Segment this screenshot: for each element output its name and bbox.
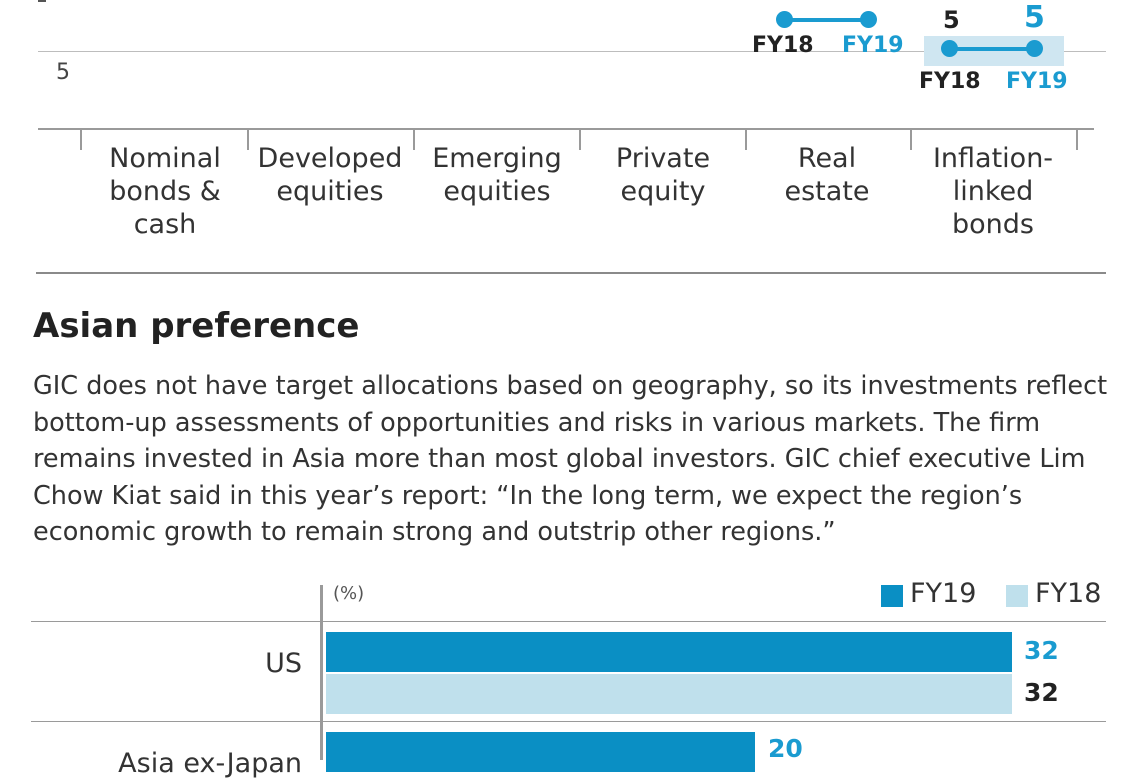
real-estate-fy18-dot [776,11,793,28]
value-label-asia-ex-japan-fy19: 20 [768,734,803,763]
category-label: Inflation- linked bonds [932,143,1054,240]
category-label: Private equity [615,143,711,207]
legend-swatch-fy18 [1006,585,1028,607]
category-label: Emerging equities [432,143,562,207]
bar-us-fy18 [326,674,1012,714]
inflation-fy19-label: FY19 [1006,69,1068,94]
bar-chart-axis [320,585,323,760]
x-tick-6 [1076,128,1078,150]
value-label-us-fy18: 32 [1024,678,1059,707]
x-tick-1 [247,128,249,150]
section-body: GIC does not have target allocations bas… [33,371,1108,547]
unit-label: (%) [333,583,365,604]
x-tick-2 [413,128,415,150]
real-estate-fy18-label: FY18 [752,33,814,58]
value-label-us-fy19: 32 [1024,636,1059,665]
category-label-us: US [265,648,302,679]
gridline-5 [38,51,1106,52]
y-tick-5: 5 [56,60,70,85]
inflation-fy18-dot [941,40,958,57]
category-label: Developed equities [257,143,403,207]
x-tick-0 [80,128,82,150]
inflation-fy18-label: FY18 [919,69,981,94]
real-estate-fy19-dot [860,11,877,28]
inflation-fy19-dot [1026,40,1043,57]
x-tick-5 [910,128,912,150]
y-axis-top-mark [38,0,46,2]
legend-label-fy18: FY18 [1035,578,1102,609]
section-divider [36,272,1106,274]
inflation-fy19-value: 5 [1024,0,1045,35]
row-divider [31,621,1106,622]
bar-us-fy19 [326,632,1012,672]
bar-asia-ex-japan-fy19 [326,732,755,772]
category-label-asia-ex-japan: Asia ex-Japan [118,748,302,779]
inflation-dumbbell-line [949,47,1035,51]
category-label: Nominal bonds & cash [109,143,221,240]
x-tick-3 [579,128,581,150]
x-axis-line [38,128,1094,130]
real-estate-fy19-label: FY19 [842,33,904,58]
section-title: Asian preference [33,306,360,346]
x-tick-4 [745,128,747,150]
legend-label-fy19: FY19 [910,578,977,609]
category-label: Real estate [784,143,870,207]
real-estate-dumbbell-line [785,18,869,22]
inflation-fy18-value: 5 [943,6,960,34]
row-divider [31,721,1106,722]
legend-swatch-fy19 [881,585,903,607]
